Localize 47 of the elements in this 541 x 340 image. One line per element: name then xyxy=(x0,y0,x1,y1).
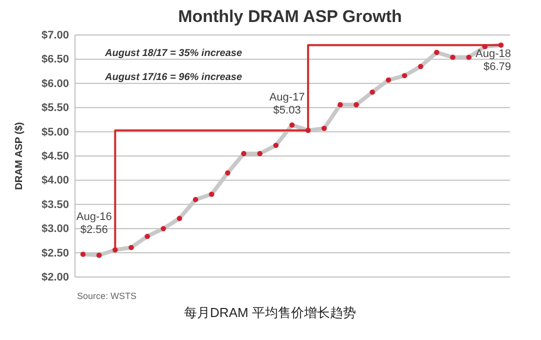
point xyxy=(241,150,246,156)
text: 每月DRAM 平均售价增长趋势 xyxy=(184,305,356,320)
point xyxy=(144,234,150,239)
annotation: August 18/17 = 35% increase xyxy=(104,48,242,59)
point xyxy=(354,102,359,108)
point xyxy=(112,247,118,253)
point xyxy=(128,244,134,250)
annotation: August 17/16 = 96% increase xyxy=(104,72,242,83)
point xyxy=(338,102,343,108)
point xyxy=(450,54,456,60)
data-label: Aug-16 $2.56 xyxy=(76,210,112,236)
point xyxy=(257,150,262,156)
y-tick-label: $2.00 xyxy=(41,272,69,284)
y-tick-label: $5.50 xyxy=(41,102,69,114)
y-tick-label: $2.50 xyxy=(41,247,69,260)
point xyxy=(402,73,408,78)
point xyxy=(273,142,279,148)
y-tick-label: $6.00 xyxy=(41,78,69,90)
point xyxy=(466,54,472,60)
data-label: Aug-18 $6.79 xyxy=(476,48,511,74)
point xyxy=(225,170,230,176)
point xyxy=(192,196,198,202)
y-tick-label: $3.00 xyxy=(41,223,69,236)
chart-title: Monthly DRAM ASP Growth xyxy=(178,7,402,26)
y-tick-label: $7.00 xyxy=(41,30,69,42)
point xyxy=(322,126,327,132)
y-tick-label: $6.50 xyxy=(41,54,69,66)
source-note: Source: WSTS xyxy=(77,291,137,301)
point xyxy=(498,42,504,48)
y-tick-label: $4.00 xyxy=(41,174,69,187)
point xyxy=(418,64,424,70)
point xyxy=(80,252,86,257)
point xyxy=(305,128,311,133)
point xyxy=(434,50,440,56)
y-tick-label: $5.00 xyxy=(41,126,69,138)
point xyxy=(386,77,392,83)
y-axis-title: DRAM ASP ($) xyxy=(14,122,25,190)
point xyxy=(208,192,214,197)
y-tick-label: $4.50 xyxy=(41,150,69,163)
y-tick-label: $3.50 xyxy=(41,198,69,211)
point xyxy=(160,226,166,232)
point xyxy=(289,122,295,128)
point xyxy=(176,216,182,222)
point xyxy=(370,89,376,95)
point xyxy=(96,252,102,258)
data-label: Aug-17 $5.03 xyxy=(269,91,305,116)
point xyxy=(482,44,488,50)
